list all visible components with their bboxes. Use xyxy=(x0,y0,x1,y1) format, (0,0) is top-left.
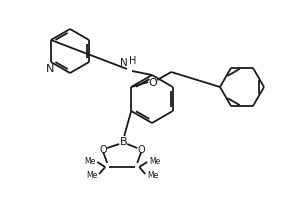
Text: O: O xyxy=(99,144,107,154)
Text: Me: Me xyxy=(147,171,158,180)
Text: Me: Me xyxy=(86,171,97,180)
Text: N: N xyxy=(120,58,128,68)
Text: N: N xyxy=(46,64,54,74)
Text: O: O xyxy=(137,144,145,154)
Text: H: H xyxy=(129,56,137,66)
Text: B: B xyxy=(120,136,127,146)
Text: O: O xyxy=(149,78,158,87)
Text: Me: Me xyxy=(149,157,160,166)
Text: Me: Me xyxy=(84,157,95,166)
